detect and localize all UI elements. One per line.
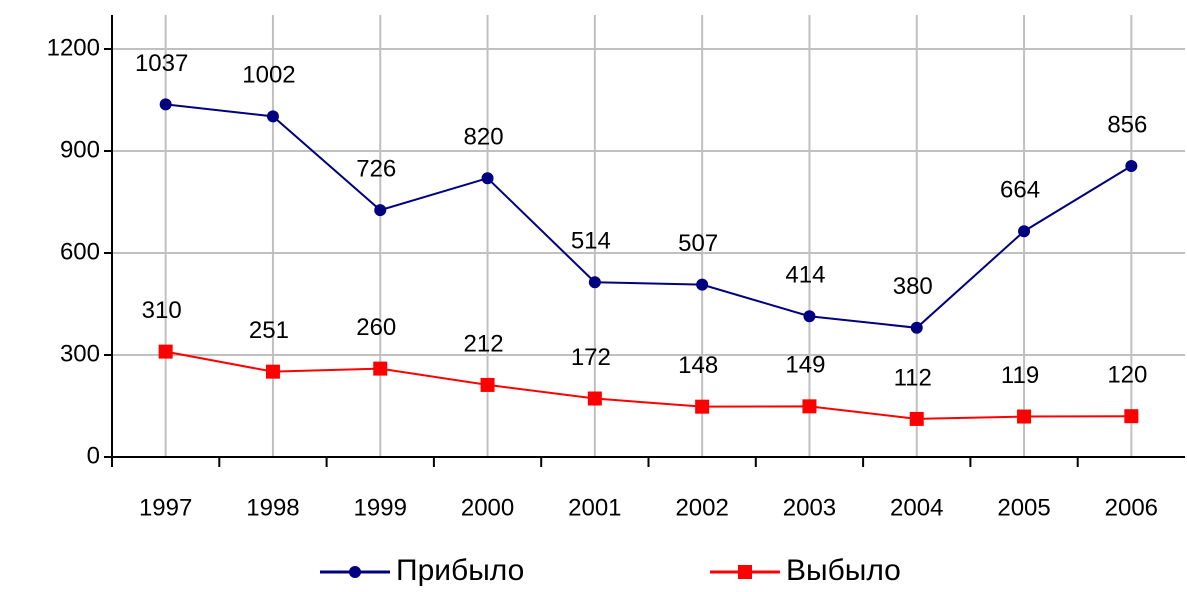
legend-label: Выбыло (786, 554, 901, 587)
y-tick-label: 1200 (47, 34, 100, 61)
data-label: 514 (571, 228, 611, 255)
data-label: 820 (464, 124, 504, 151)
data-label: 1037 (135, 50, 188, 77)
x-tick-label: 1997 (139, 494, 192, 521)
data-label: 856 (1107, 111, 1147, 138)
y-tick-label: 300 (60, 340, 100, 367)
data-label: 726 (356, 156, 396, 183)
data-point (1018, 225, 1031, 238)
data-point (159, 98, 172, 111)
data-label: 251 (249, 317, 289, 344)
data-label: 119 (1001, 362, 1039, 389)
data-point (1125, 159, 1138, 172)
x-tick-label: 2003 (783, 494, 836, 521)
x-tick-label: 2004 (890, 494, 943, 521)
y-tick-label: 600 (60, 238, 100, 265)
data-label: 1002 (242, 62, 295, 89)
data-label: 664 (1000, 177, 1040, 204)
data-point (1124, 409, 1139, 424)
legend: Прибыло Выбыло (320, 554, 901, 587)
data-point (266, 110, 279, 123)
data-point (480, 377, 495, 392)
data-point (481, 172, 494, 185)
legend-marker (349, 566, 361, 578)
x-tick-label: 2001 (568, 494, 621, 521)
data-point (910, 321, 923, 334)
x-tick-label: 2002 (675, 494, 728, 521)
data-point (587, 391, 602, 406)
data-point (374, 204, 387, 217)
x-tick-label: 2000 (461, 494, 514, 521)
y-tick-label: 900 (60, 136, 100, 163)
data-point (695, 399, 710, 414)
x-tick-label: 1999 (354, 494, 407, 521)
data-point (802, 399, 817, 414)
data-label: 120 (1107, 362, 1147, 389)
data-label: 172 (571, 344, 611, 371)
data-label: 380 (893, 273, 933, 300)
x-tick-label: 1998 (246, 494, 299, 521)
x-tick-label: 2005 (997, 494, 1050, 521)
data-label: 260 (356, 314, 396, 341)
data-label: 507 (678, 230, 718, 257)
series-line (165, 350, 1132, 420)
data-point (1017, 409, 1032, 424)
data-label: 112 (894, 364, 932, 391)
data-label: 212 (464, 330, 504, 357)
y-tick-label: 0 (87, 442, 100, 469)
legend-marker (738, 565, 752, 579)
data-point (588, 276, 601, 289)
data-point (158, 344, 173, 359)
data-label: 149 (785, 352, 825, 379)
data-point (909, 411, 924, 426)
series-line (165, 103, 1132, 329)
data-point (696, 278, 709, 291)
data-label: 148 (678, 352, 718, 379)
data-point (373, 361, 388, 376)
legend-label: Прибыло (396, 554, 524, 587)
data-point (265, 364, 280, 379)
data-label: 310 (142, 297, 182, 324)
data-point (803, 310, 816, 323)
x-tick-label: 2006 (1105, 494, 1158, 521)
data-label: 414 (785, 262, 825, 289)
